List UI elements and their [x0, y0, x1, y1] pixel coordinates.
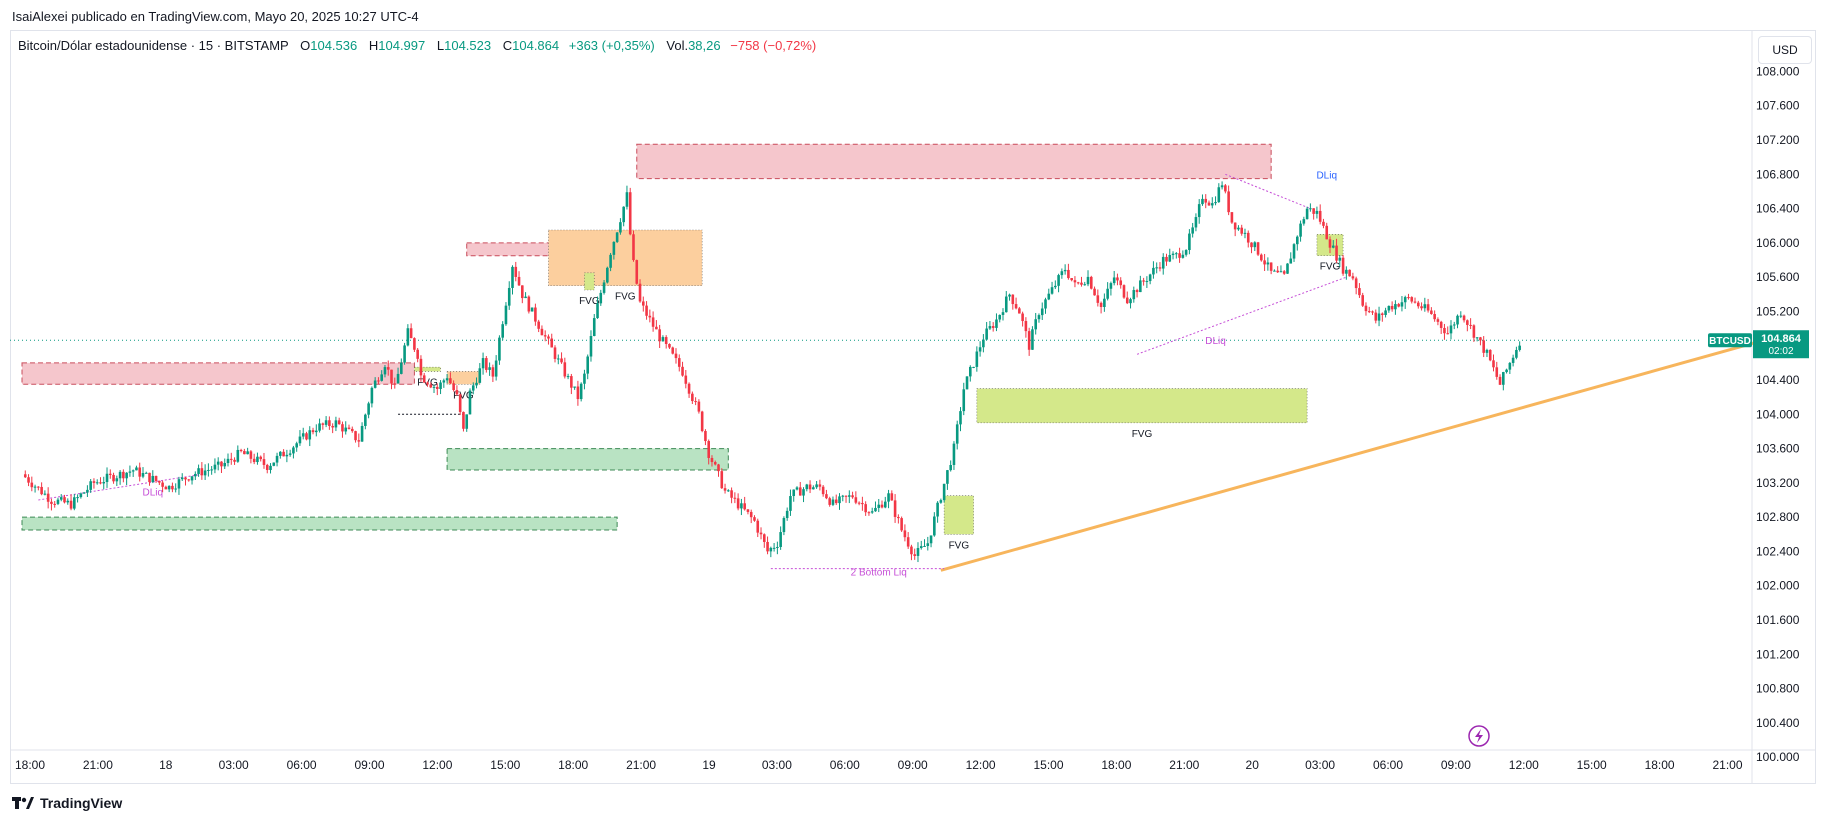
close-value: 104.864: [512, 38, 560, 53]
chart-legend: Bitcoin/Dólar estadounidense · 15 · BITS…: [18, 38, 816, 53]
brand-label: TradingView: [40, 795, 123, 811]
vol-value: 38,26: [688, 38, 721, 53]
vol-label: Vol.: [666, 38, 689, 53]
open-label: O: [300, 38, 311, 53]
high-label: H: [368, 38, 379, 53]
publisher-line: IsaiAlexei publicado en TradingView.com,…: [12, 9, 419, 24]
low-value: 104.523: [444, 38, 492, 53]
chart-frame: [10, 30, 1816, 784]
tradingview-logo[interactable]: TradingView: [12, 795, 122, 811]
symbol-label[interactable]: Bitcoin/Dólar estadounidense · 15 · BITS…: [18, 38, 289, 53]
vol-change-value: −758 (−0,72%): [730, 38, 817, 53]
high-value: 104.997: [378, 38, 426, 53]
tradingview-logo-icon: [12, 797, 34, 809]
close-label: C: [502, 38, 513, 53]
low-label: L: [436, 38, 445, 53]
change-value: +363 (+0,35%): [568, 38, 655, 53]
open-value: 104.536: [310, 38, 358, 53]
currency-button[interactable]: USD: [1758, 36, 1812, 64]
